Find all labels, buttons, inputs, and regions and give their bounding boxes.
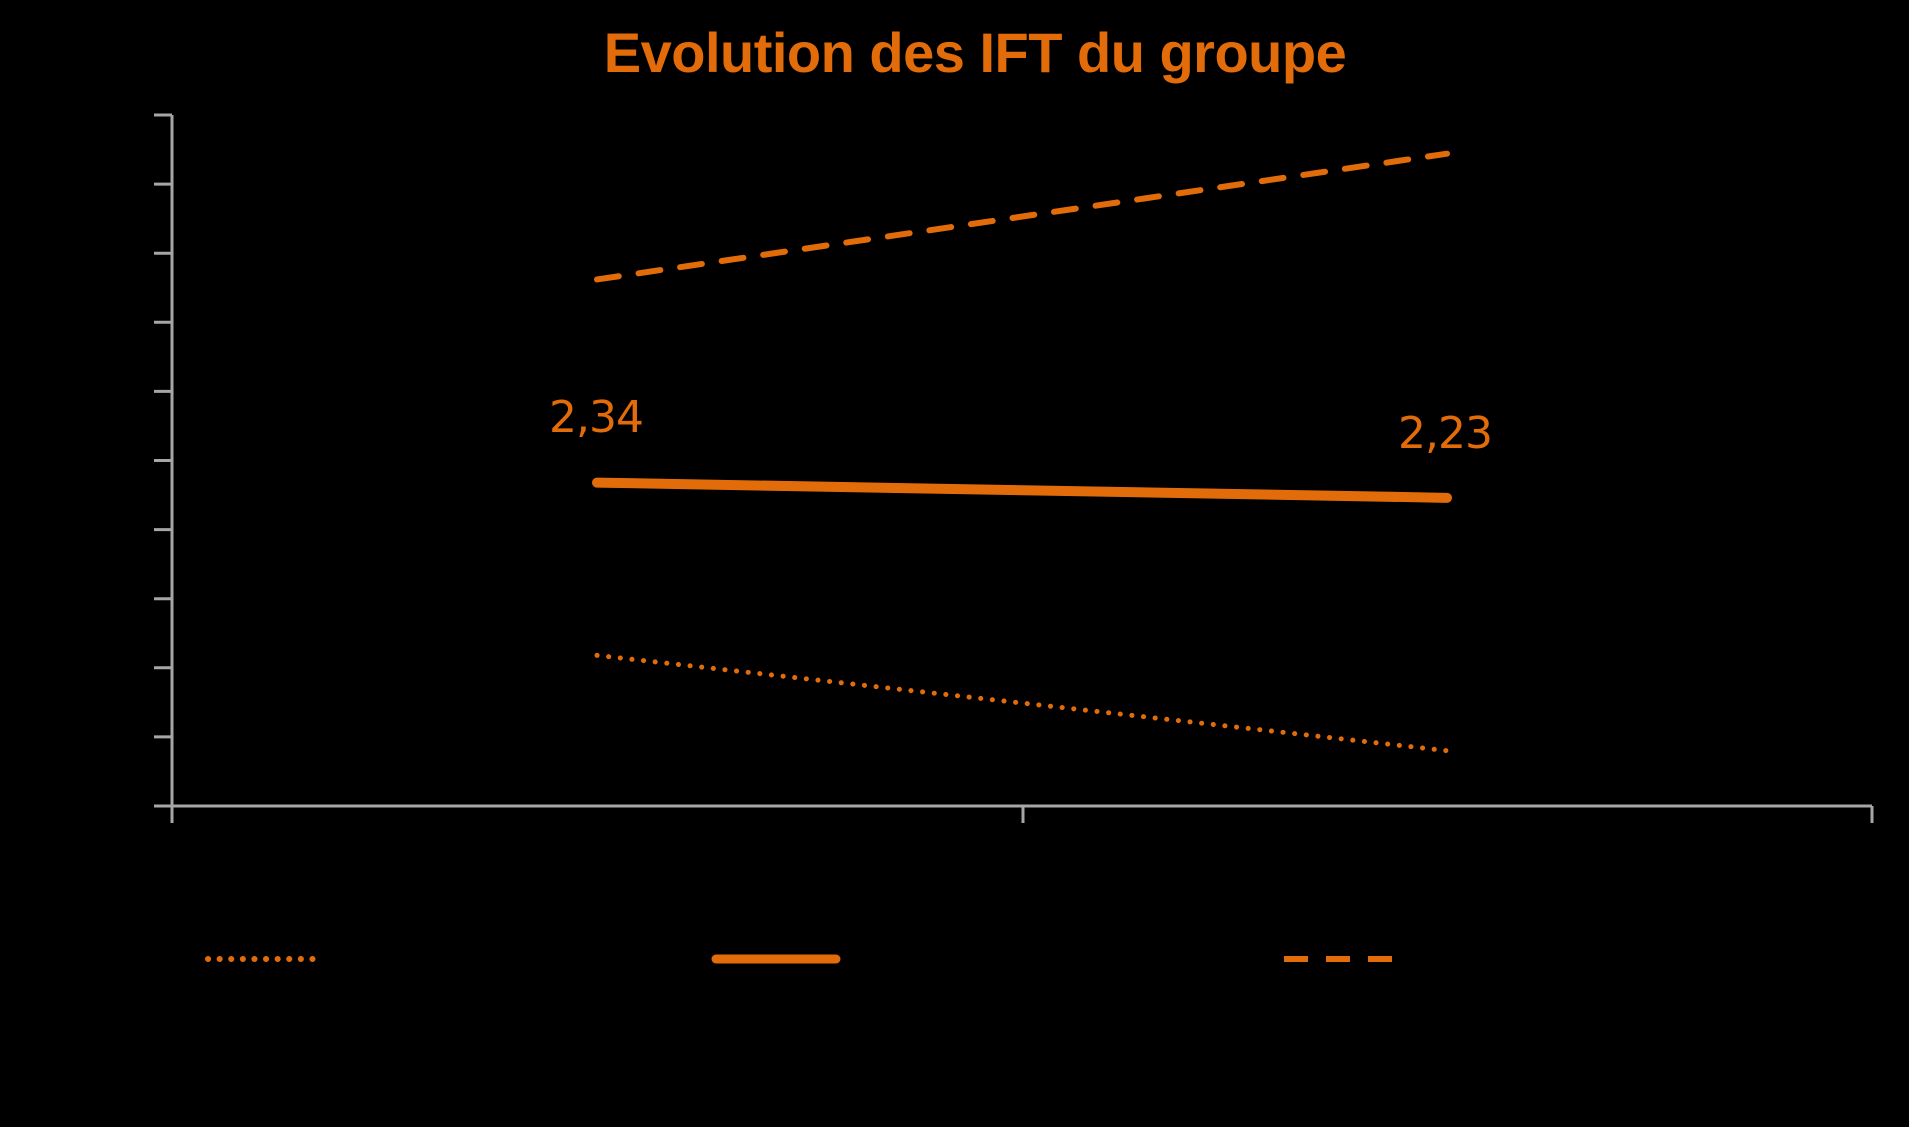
x-axis	[154, 804, 1874, 823]
legend-dotted-line-icon	[205, 956, 326, 962]
legend-dashed-line-icon	[1284, 956, 1394, 962]
series-line-solid	[592, 477, 1452, 503]
series-layer	[592, 150, 1452, 754]
legend-item-dashed	[1282, 940, 1582, 980]
legend-solid-line-icon	[711, 954, 841, 964]
legend-item-dotted	[205, 940, 505, 980]
series-line-dashed	[594, 150, 1450, 283]
series-line-dotted	[594, 652, 1450, 754]
data-label-point-2: 2,23	[1398, 408, 1493, 459]
data-label-point-1: 2,34	[549, 392, 644, 443]
y-axis	[154, 113, 174, 823]
chart-legend	[0, 940, 1909, 980]
chart-title: Evolution des IFT du groupe	[603, 21, 1347, 84]
legend-item-solid	[710, 940, 1010, 980]
